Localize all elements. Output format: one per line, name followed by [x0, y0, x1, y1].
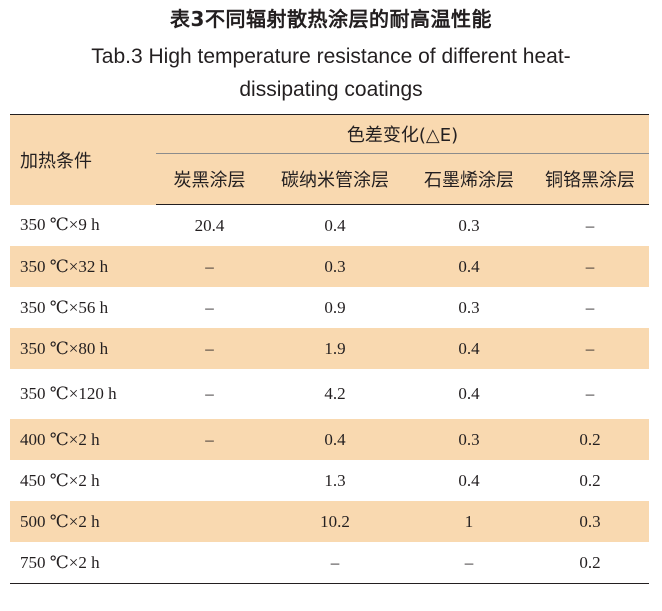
value-cell: 0.3	[407, 419, 531, 460]
column-header: 铜铬黑涂层	[531, 153, 650, 205]
table-row: 350 ℃×120 h – 4.2 0.4 –	[10, 369, 649, 419]
table-row: 350 ℃×80 h –1.9 0.4–	[10, 328, 650, 369]
value-cell: –	[585, 215, 595, 235]
value-cell: 1.3	[324, 470, 346, 490]
value-cell: 0.4	[407, 328, 531, 369]
table-row: 500 ℃×2 h 10.2 1 0.3	[10, 501, 650, 542]
heating-condition-cell: 350 ℃×120 h	[20, 384, 117, 403]
value-cell: –	[156, 328, 263, 369]
heating-condition-cell: 450 ℃×2 h	[20, 470, 100, 490]
value-cell: –	[205, 297, 214, 317]
table-row: 450 ℃×2 h 1.3 0.4 0.2	[10, 460, 649, 501]
value-cell: –	[531, 246, 650, 287]
value-cell: 20.4	[194, 215, 225, 235]
value-cell: 0.4	[458, 470, 480, 490]
table-row: 400 ℃×2 h –0.4 0.3 0.2	[10, 419, 650, 460]
heating-condition-cell: 350 ℃×32 h	[10, 246, 156, 287]
table-title-en: Tab.3 High temperature resistance of dif…	[91, 45, 571, 101]
row-header-heating-condition: 加热条件	[10, 114, 156, 205]
value-cell: 1	[407, 501, 531, 542]
column-header: 炭黑涂层	[156, 153, 263, 205]
value-cell: –	[407, 542, 531, 584]
value-cell: –	[263, 542, 407, 584]
value-cell: 4.2	[324, 384, 346, 403]
value-cell: –	[585, 384, 595, 403]
table-header: 加热条件 色差变化(△E) 炭黑涂层 碳纳米管涂层 石墨烯涂层 铜铬黑涂层	[10, 114, 650, 205]
value-cell: 0.4	[458, 384, 480, 403]
coating-resistance-table: 加热条件 色差变化(△E) 炭黑涂层 碳纳米管涂层 石墨烯涂层 铜铬黑涂层 35…	[10, 114, 650, 584]
value-cell: 0.2	[531, 419, 650, 460]
value-cell	[156, 542, 263, 584]
heating-condition-cell: 400 ℃×2 h	[10, 419, 156, 460]
column-header: 碳纳米管涂层	[263, 153, 407, 205]
value-cell: –	[531, 328, 650, 369]
value-cell: –	[156, 419, 263, 460]
value-cell: 10.2	[263, 501, 407, 542]
group-header-color-difference: 色差变化(△E)	[156, 114, 650, 154]
value-cell: 0.4	[324, 215, 346, 235]
value-cell: 0.9	[324, 297, 346, 317]
data-table-wrapper: 加热条件 色差变化(△E) 炭黑涂层 碳纳米管涂层 石墨烯涂层 铜铬黑涂层 35…	[10, 114, 650, 584]
heating-condition-cell: 750 ℃×2 h	[10, 542, 156, 584]
value-cell: –	[156, 246, 263, 287]
value-cell: 0.3	[458, 215, 480, 235]
heating-condition-cell: 350 ℃×80 h	[10, 328, 156, 369]
value-cell: 0.2	[579, 470, 601, 490]
table-row: 350 ℃×32 h –0.3 0.4–	[10, 246, 650, 287]
heating-condition-cell: 500 ℃×2 h	[10, 501, 156, 542]
column-header: 石墨烯涂层	[407, 153, 531, 205]
value-cell: –	[205, 384, 214, 403]
value-cell: 0.4	[263, 419, 407, 460]
heating-condition-cell: 350 ℃×56 h	[20, 297, 109, 317]
value-cell: 0.3	[458, 297, 480, 317]
value-cell	[156, 501, 263, 542]
value-cell: 1.9	[263, 328, 407, 369]
value-cell: 0.3	[531, 501, 650, 542]
value-cell: 0.3	[263, 246, 407, 287]
table-row: 350 ℃×56 h – 0.9 0.3 –	[10, 287, 649, 328]
heating-condition-cell: 350 ℃×9 h	[20, 215, 100, 235]
table-body: 350 ℃×9 h 20.4 0.4 0.3–350 ℃×32 h –0.3 0.4–35…	[10, 205, 650, 584]
value-cell: 0.4	[407, 246, 531, 287]
table-title-cn: 表3不同辐射散热涂层的耐高温性能	[170, 7, 492, 31]
value-cell: 0.2	[531, 542, 650, 584]
table-row: 350 ℃×9 h 20.4 0.4 0.3 –	[10, 205, 649, 247]
table-row: 750 ℃×2 h – –0.2	[10, 542, 650, 584]
value-cell	[156, 460, 263, 501]
value-cell: –	[585, 297, 595, 317]
